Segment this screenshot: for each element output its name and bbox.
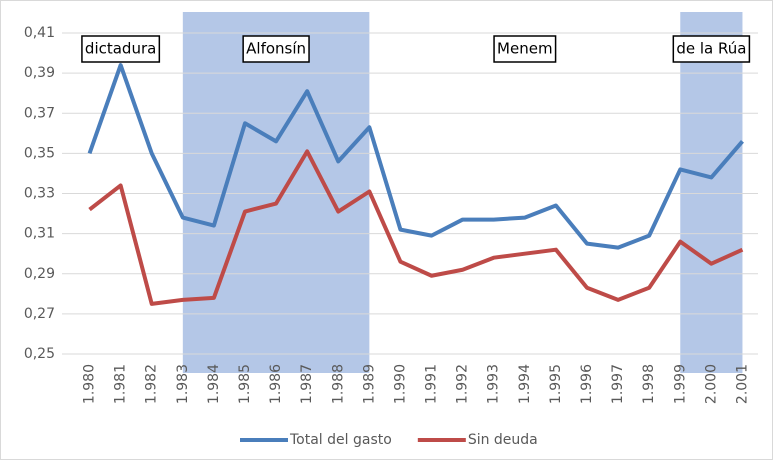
series-line [87, 63, 744, 250]
y-tick-label: 0,27 [24, 306, 55, 322]
x-tick-label: 2.000 [703, 364, 719, 404]
x-tick-label: 1.988 [330, 364, 346, 404]
x-tick-label: 1.990 [392, 364, 408, 404]
period-label-box [81, 35, 161, 63]
x-tick-label: 1.981 [113, 364, 129, 404]
period-label: Menem [493, 35, 557, 63]
series-line [88, 149, 744, 306]
period-label: de la Rúa [672, 35, 751, 63]
period-label-box [242, 35, 310, 63]
x-tick-label: 1.989 [361, 364, 377, 404]
x-tick-label: 1.987 [299, 364, 315, 404]
x-tick-label: 1.995 [548, 364, 564, 404]
period-label-text: Alfonsín [246, 40, 306, 58]
x-tick-label: 1.994 [517, 364, 533, 404]
y-tick-label: 0,35 [24, 145, 55, 161]
period-label-text: de la Rúa [676, 40, 746, 58]
x-tick-label: 1.985 [237, 364, 253, 404]
x-tick-label: 2.001 [734, 364, 750, 404]
legend-label: Total del gasto [289, 432, 392, 448]
y-tick-label: 0,39 [24, 65, 55, 81]
x-tick-label: 1.997 [610, 364, 626, 404]
x-tick-label: 1.991 [424, 364, 440, 404]
x-tick-label: 1.996 [579, 364, 595, 404]
x-tick-label: 1.999 [672, 364, 688, 404]
period-label: dictadura [81, 35, 161, 63]
y-tick-label: 0,25 [24, 346, 55, 362]
period-label-text: Menem [497, 40, 553, 58]
period-label-text: dictadura [85, 40, 156, 58]
x-tick-label: 1.992 [455, 364, 471, 404]
y-tick-label: 0,41 [24, 25, 55, 41]
x-tick-label: 1.986 [268, 364, 284, 404]
period-label: Alfonsín [242, 35, 310, 63]
y-tick-label: 0,37 [24, 105, 55, 121]
period-label-box [672, 35, 751, 63]
x-tick-label: 1.982 [144, 364, 160, 404]
y-tick-label: 0,33 [24, 186, 55, 202]
y-tick-label: 0,31 [24, 226, 55, 242]
period-label-box [493, 35, 557, 63]
x-tick-label: 1.998 [641, 364, 657, 404]
period-shade [680, 12, 743, 373]
legend-label: Sin deuda [468, 432, 538, 448]
x-tick-label: 1.980 [82, 364, 98, 404]
y-tick-label: 0,29 [24, 266, 55, 282]
period-shade [182, 12, 370, 373]
x-tick-label: 1.983 [175, 364, 191, 404]
x-tick-label: 1.993 [486, 364, 502, 404]
x-tick-label: 1.984 [206, 364, 222, 404]
